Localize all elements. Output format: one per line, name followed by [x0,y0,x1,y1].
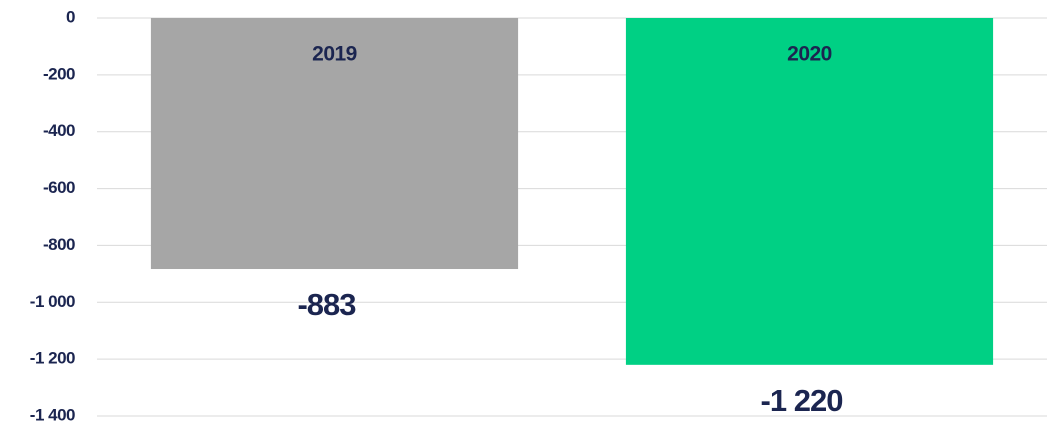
y-tick-label: -1 000 [30,292,75,311]
value-label: -883 [297,287,356,322]
y-tick-label: -800 [43,235,75,254]
bar [150,18,519,270]
category-label: 2019 [312,43,357,66]
value-label: -1 220 [761,383,843,418]
y-tick-label: -600 [43,178,75,197]
y-tick-label: -1 400 [30,405,75,424]
y-tick-label: -200 [43,64,75,83]
y-tick-label: -400 [43,121,75,140]
y-tick-label: 0 [66,7,75,26]
y-tick-label: -1 200 [30,349,75,368]
bar [625,18,994,365]
category-label: 2020 [787,43,832,66]
